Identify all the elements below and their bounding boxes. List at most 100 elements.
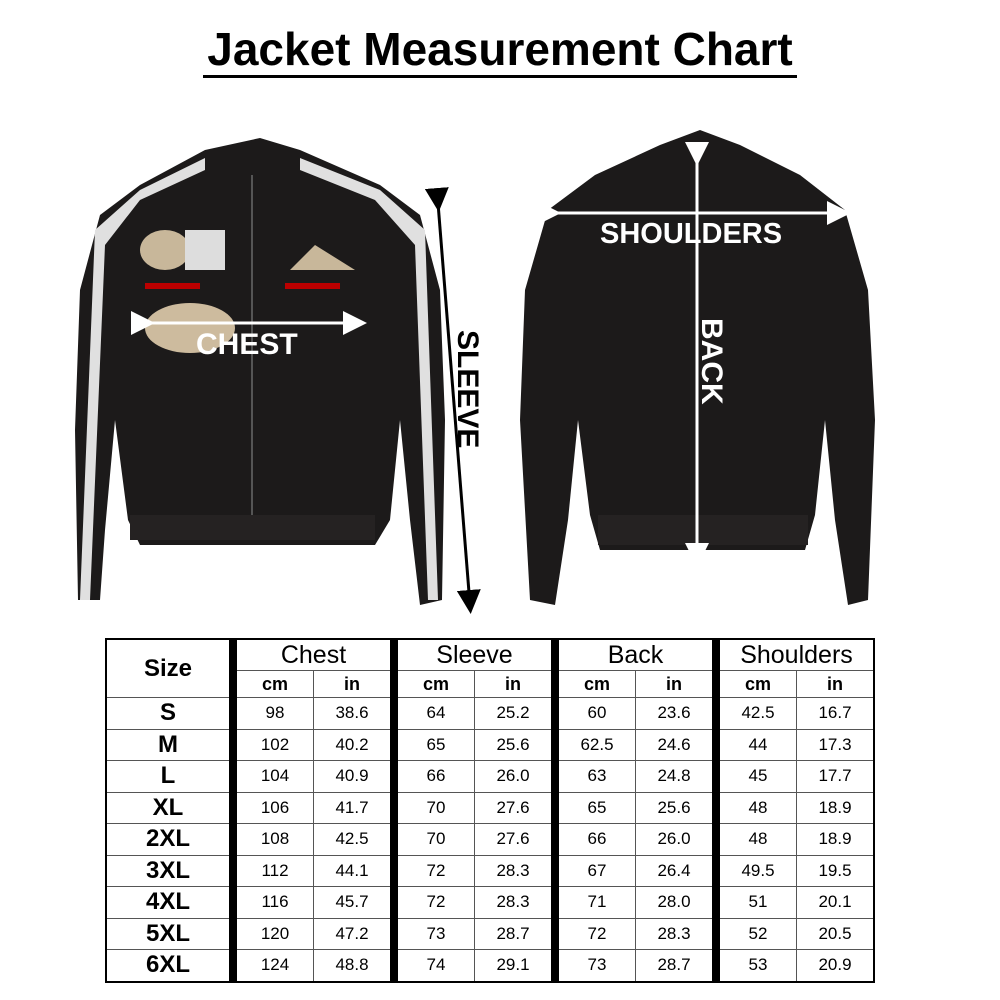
value-cell: 27.6 xyxy=(474,823,556,856)
chest-header: Chest xyxy=(229,638,395,671)
value-cell: 19.5 xyxy=(796,854,875,887)
value-cell: 28.7 xyxy=(474,917,556,950)
value-cell: 71 xyxy=(551,886,636,919)
value-cell: 51 xyxy=(712,886,797,919)
unit-header: in xyxy=(796,670,875,698)
front-jacket-image xyxy=(75,138,445,605)
value-cell: 116 xyxy=(229,886,314,919)
value-cell: 26.0 xyxy=(474,760,556,793)
value-cell: 28.7 xyxy=(635,949,717,982)
value-cell: 42.5 xyxy=(712,697,797,730)
unit-header: in xyxy=(635,670,717,698)
table-row: 2XL 108 42.5 70 27.6 66 26.0 48 18.9 xyxy=(105,823,875,856)
page-title: Jacket Measurement Chart xyxy=(0,22,1000,78)
value-cell: 49.5 xyxy=(712,854,797,887)
value-cell: 73 xyxy=(551,949,636,982)
value-cell: 18.9 xyxy=(796,823,875,856)
value-cell: 48 xyxy=(712,791,797,824)
value-cell: 44.1 xyxy=(313,854,395,887)
sleeve-arrow xyxy=(424,187,481,614)
unit-header: cm xyxy=(229,670,314,698)
value-cell: 25.2 xyxy=(474,697,556,730)
value-cell: 73 xyxy=(390,917,475,950)
value-cell: 60 xyxy=(551,697,636,730)
value-cell: 23.6 xyxy=(635,697,717,730)
value-cell: 28.3 xyxy=(474,854,556,887)
value-cell: 67 xyxy=(551,854,636,887)
value-cell: 41.7 xyxy=(313,791,395,824)
size-cell: 2XL xyxy=(105,823,234,856)
value-cell: 26.0 xyxy=(635,823,717,856)
value-cell: 20.1 xyxy=(796,886,875,919)
value-cell: 17.7 xyxy=(796,760,875,793)
table-row: 5XL 120 47.2 73 28.7 72 28.3 52 20.5 xyxy=(105,917,875,950)
value-cell: 70 xyxy=(390,791,475,824)
size-cell: 5XL xyxy=(105,917,234,950)
shoulders-label: SHOULDERS xyxy=(600,218,782,250)
value-cell: 65 xyxy=(551,791,636,824)
back-label: BACK xyxy=(695,318,728,405)
value-cell: 98 xyxy=(229,697,314,730)
value-cell: 20.9 xyxy=(796,949,875,982)
value-cell: 112 xyxy=(229,854,314,887)
value-cell: 29.1 xyxy=(474,949,556,982)
chest-label: CHEST xyxy=(196,328,298,361)
value-cell: 64 xyxy=(390,697,475,730)
value-cell: 27.6 xyxy=(474,791,556,824)
value-cell: 40.2 xyxy=(313,728,395,761)
value-cell: 72 xyxy=(390,854,475,887)
value-cell: 25.6 xyxy=(635,791,717,824)
value-cell: 72 xyxy=(390,886,475,919)
value-cell: 52 xyxy=(712,917,797,950)
value-cell: 16.7 xyxy=(796,697,875,730)
value-cell: 104 xyxy=(229,760,314,793)
size-cell: XL xyxy=(105,791,234,824)
value-cell: 120 xyxy=(229,917,314,950)
value-cell: 65 xyxy=(390,728,475,761)
table-row: M 102 40.2 65 25.6 62.5 24.6 44 17.3 xyxy=(105,728,875,761)
size-cell: 4XL xyxy=(105,886,234,919)
size-cell: 3XL xyxy=(105,854,234,887)
value-cell: 63 xyxy=(551,760,636,793)
value-cell: 28.3 xyxy=(635,917,717,950)
value-cell: 44 xyxy=(712,728,797,761)
value-cell: 42.5 xyxy=(313,823,395,856)
value-cell: 48 xyxy=(712,823,797,856)
value-cell: 106 xyxy=(229,791,314,824)
value-cell: 28.3 xyxy=(474,886,556,919)
table-row: S 98 38.6 64 25.2 60 23.6 42.5 16.7 xyxy=(105,697,875,730)
value-cell: 17.3 xyxy=(796,728,875,761)
unit-header: in xyxy=(313,670,395,698)
table-row: 4XL 116 45.7 72 28.3 71 28.0 51 20.1 xyxy=(105,886,875,919)
value-cell: 45 xyxy=(712,760,797,793)
size-cell: S xyxy=(105,697,234,730)
value-cell: 48.8 xyxy=(313,949,395,982)
value-cell: 25.6 xyxy=(474,728,556,761)
value-cell: 74 xyxy=(390,949,475,982)
value-cell: 18.9 xyxy=(796,791,875,824)
value-cell: 47.2 xyxy=(313,917,395,950)
value-cell: 66 xyxy=(390,760,475,793)
size-cell: M xyxy=(105,728,234,761)
value-cell: 66 xyxy=(551,823,636,856)
table-row: 6XL 124 48.8 74 29.1 73 28.7 53 20.9 xyxy=(105,949,875,982)
size-header: Size xyxy=(105,638,234,698)
table-row: 3XL 112 44.1 72 28.3 67 26.4 49.5 19.5 xyxy=(105,854,875,887)
value-cell: 24.8 xyxy=(635,760,717,793)
size-cell: 6XL xyxy=(105,949,234,982)
table-row: XL 106 41.7 70 27.6 65 25.6 48 18.9 xyxy=(105,791,875,824)
size-cell: L xyxy=(105,760,234,793)
sleeve-header: Sleeve xyxy=(390,638,556,671)
value-cell: 38.6 xyxy=(313,697,395,730)
shoulders-header: Shoulders xyxy=(712,638,875,671)
value-cell: 24.6 xyxy=(635,728,717,761)
value-cell: 108 xyxy=(229,823,314,856)
unit-header: cm xyxy=(712,670,797,698)
value-cell: 53 xyxy=(712,949,797,982)
measurement-table: Size Chest Sleeve Back Shoulders cm in cm i… xyxy=(105,638,875,983)
value-cell: 70 xyxy=(390,823,475,856)
value-cell: 124 xyxy=(229,949,314,982)
value-cell: 45.7 xyxy=(313,886,395,919)
unit-header: in xyxy=(474,670,556,698)
value-cell: 72 xyxy=(551,917,636,950)
